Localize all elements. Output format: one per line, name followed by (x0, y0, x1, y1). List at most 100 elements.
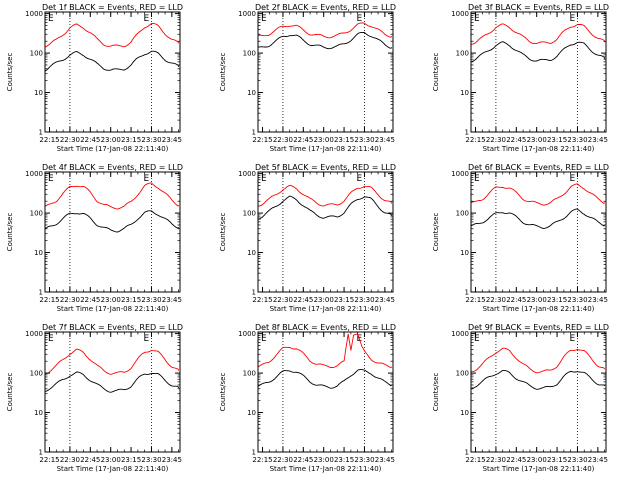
y-tick-label: 10 (460, 409, 469, 417)
x-tick-label: 23:30 (141, 456, 161, 464)
marker-label: E (143, 14, 149, 24)
y-tick-label: 1000 (238, 330, 256, 338)
panel-title: Det 8f BLACK = Events, RED = LLD (255, 323, 396, 332)
y-axis-label: Counts/sec (432, 373, 440, 412)
x-tick-label: 22:15 (252, 136, 272, 144)
x-tick-label: 23:00 (527, 136, 547, 144)
x-tick-label: 23:15 (547, 296, 567, 304)
series-line-events (258, 369, 392, 389)
x-tick-label: 23:30 (354, 136, 374, 144)
x-tick-label: 23:45 (162, 136, 182, 144)
y-tick-label: 1000 (238, 10, 256, 18)
marker-label: E (48, 14, 54, 24)
y-tick-label: 10 (460, 89, 469, 97)
y-tick-label: 1000 (25, 170, 43, 178)
x-tick-label: 23:45 (162, 296, 182, 304)
y-tick-label: 1 (465, 449, 469, 457)
marker-label: E (261, 174, 267, 184)
series-line-events (45, 371, 180, 393)
marker-label: E (261, 334, 267, 344)
marker-label: E (569, 174, 575, 184)
y-axis-label: Counts/sec (432, 213, 440, 252)
y-tick-label: 1 (465, 129, 469, 137)
chart-panel-5f: Det 5f BLACK = Events, RED = LLD Counts/s… (219, 163, 396, 313)
series-line-lld (471, 23, 606, 45)
x-tick-label: 23:30 (141, 136, 161, 144)
y-tick-label: 100 (243, 370, 256, 378)
x-tick-label: 22:45 (293, 456, 313, 464)
x-tick-label: 22:30 (273, 296, 293, 304)
panel-title: Det 5f BLACK = Events, RED = LLD (255, 163, 396, 172)
marker-label: E (474, 14, 480, 24)
marker-label: E (569, 334, 575, 344)
x-tick-label: 23:15 (121, 296, 141, 304)
plot-frame (257, 331, 394, 453)
series-line-events (45, 50, 180, 72)
y-tick-label: 1000 (238, 170, 256, 178)
series-line-events (45, 210, 179, 233)
x-tick-label: 23:15 (121, 456, 141, 464)
marker-label: E (569, 14, 575, 24)
marker-label: E (356, 14, 362, 24)
y-axis-label: Counts/sec (219, 373, 227, 412)
plot-frame (470, 11, 607, 133)
x-tick-label: 22:15 (39, 456, 59, 464)
marker-label: E (261, 14, 267, 24)
chart-panel-9f: Det 9f BLACK = Events, RED = LLD Counts/s… (432, 323, 609, 473)
x-tick-label: 23:45 (375, 136, 395, 144)
x-tick-label: 22:15 (39, 296, 59, 304)
x-tick-label: 22:30 (273, 136, 293, 144)
x-tick-label: 22:30 (486, 136, 506, 144)
x-tick-label: 23:00 (314, 296, 334, 304)
y-tick-label: 10 (247, 249, 256, 257)
marker-label: E (356, 174, 362, 184)
y-axis-label: Counts/sec (219, 53, 227, 92)
chart-panel-3f: Det 3f BLACK = Events, RED = LLD Counts/s… (432, 3, 609, 153)
y-tick-label: 1000 (25, 10, 43, 18)
y-axis-label: Counts/sec (6, 373, 14, 412)
x-tick-label: 23:15 (334, 456, 354, 464)
x-tick-label: 23:00 (527, 296, 547, 304)
plot-frame (44, 11, 181, 133)
chart-panel-6f: Det 6f BLACK = Events, RED = LLD Counts/s… (432, 163, 609, 313)
x-tick-label: 22:30 (486, 296, 506, 304)
x-axis-label: Start Time (17-Jan-08 22:11:40) (483, 465, 595, 473)
y-tick-label: 10 (34, 89, 43, 97)
series-line-lld (258, 333, 392, 369)
y-tick-label: 1 (39, 289, 43, 297)
series-line-lld (45, 22, 180, 48)
x-tick-label: 23:45 (375, 296, 395, 304)
panel-title: Det 9f BLACK = Events, RED = LLD (468, 323, 609, 332)
y-axis-label: Counts/sec (6, 213, 14, 252)
x-tick-label: 22:30 (60, 296, 80, 304)
x-tick-label: 23:45 (588, 456, 608, 464)
series-line-lld (471, 183, 605, 206)
x-tick-label: 23:45 (588, 296, 608, 304)
series-line-lld (471, 347, 606, 374)
panel-title: Det 1f BLACK = Events, RED = LLD (42, 3, 183, 12)
x-tick-label: 23:15 (334, 136, 354, 144)
x-axis-label: Start Time (17-Jan-08 22:11:40) (483, 305, 595, 313)
y-tick-label: 1000 (451, 10, 469, 18)
y-tick-label: 1 (252, 289, 256, 297)
chart-panel-8f: Det 8f BLACK = Events, RED = LLD Counts/s… (219, 323, 396, 473)
panel-title: Det 4f BLACK = Events, RED = LLD (42, 163, 183, 172)
x-tick-label: 22:15 (39, 136, 59, 144)
x-tick-label: 23:00 (101, 456, 121, 464)
marker-label: E (143, 334, 149, 344)
series-line-lld (258, 184, 393, 207)
x-tick-label: 22:45 (293, 296, 313, 304)
x-tick-label: 23:00 (101, 296, 121, 304)
panel-title: Det 7f BLACK = Events, RED = LLD (42, 323, 183, 332)
x-tick-label: 23:45 (588, 136, 608, 144)
x-tick-label: 23:15 (547, 136, 567, 144)
y-tick-label: 100 (456, 50, 469, 58)
x-tick-label: 22:15 (252, 296, 272, 304)
x-tick-label: 23:00 (314, 456, 334, 464)
x-axis-label: Start Time (17-Jan-08 22:11:40) (483, 145, 595, 153)
x-tick-label: 22:45 (293, 136, 313, 144)
y-tick-label: 10 (460, 249, 469, 257)
x-tick-label: 22:45 (506, 296, 526, 304)
y-tick-label: 100 (30, 370, 43, 378)
